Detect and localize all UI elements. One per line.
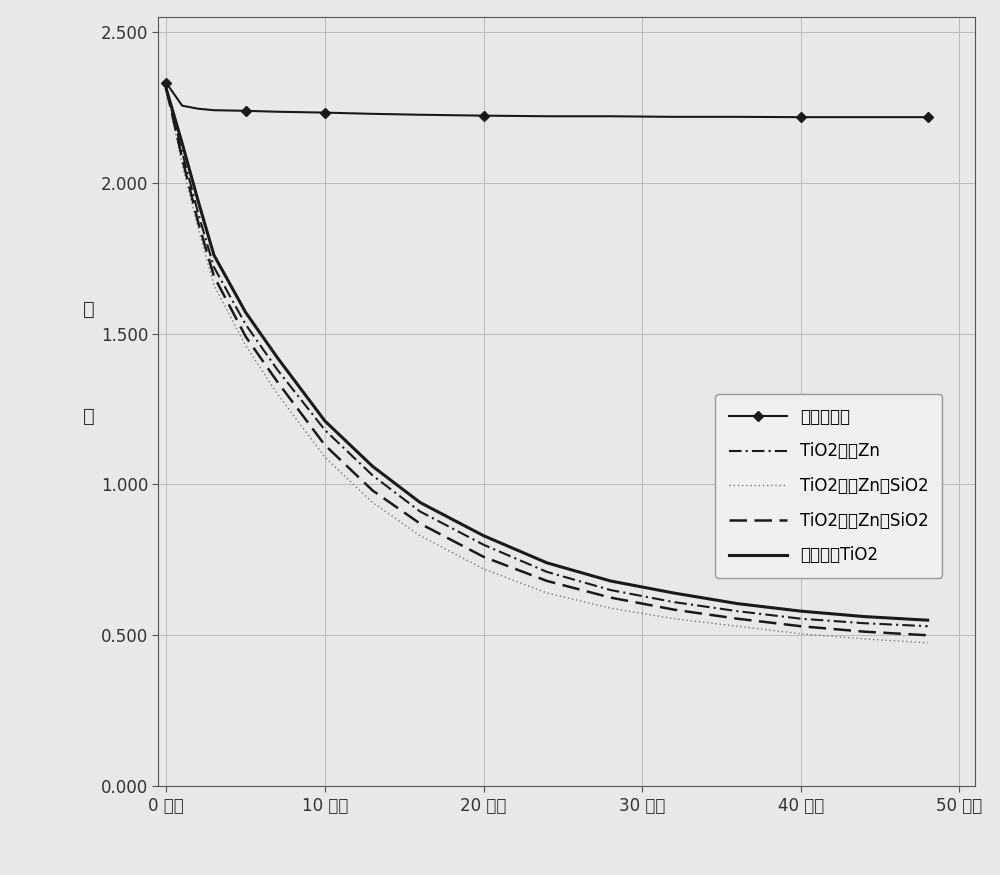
Legend: 无纳米涂层, TiO2，低Zn, TiO2，低Zn，SiO2, TiO2，高Zn，SiO2, 未掺杂的TiO2: 无纳米涂层, TiO2，低Zn, TiO2，低Zn，SiO2, TiO2，高Zn…	[715, 395, 942, 578]
Text: 收: 收	[83, 299, 95, 318]
Text: 吸: 吸	[83, 407, 95, 426]
